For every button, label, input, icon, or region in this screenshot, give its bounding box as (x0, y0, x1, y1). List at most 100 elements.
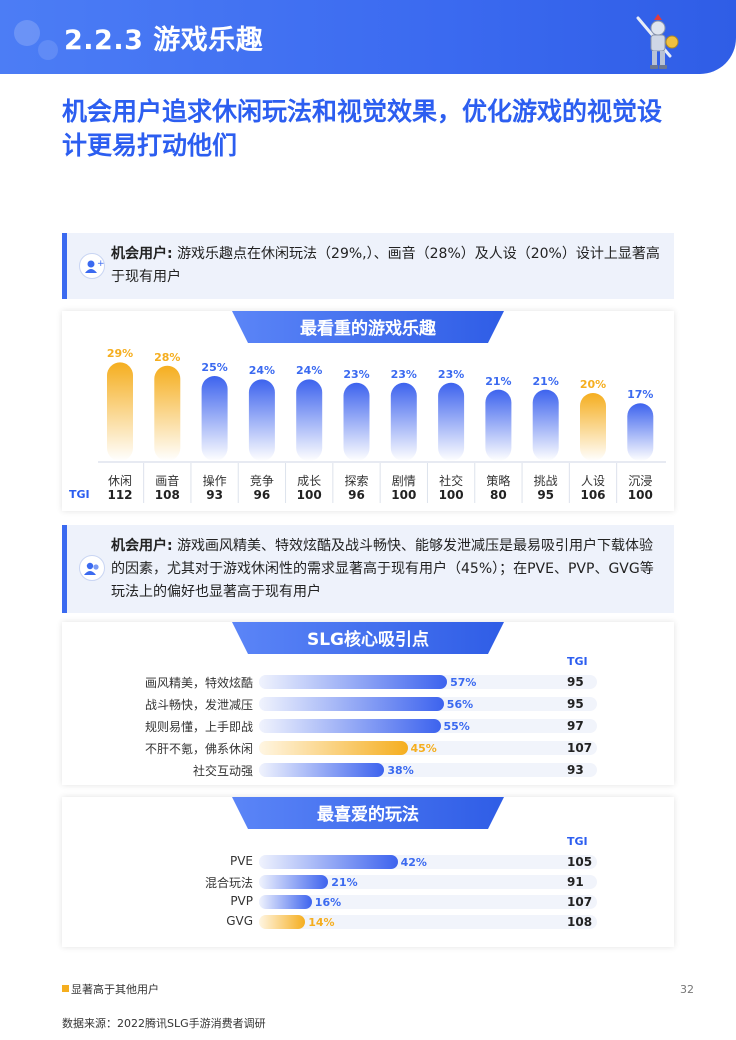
bar (532, 389, 559, 461)
category-label: 成长 (297, 474, 322, 488)
bar (107, 362, 133, 461)
tgi-value: 100 (296, 488, 322, 502)
data-label: 45% (410, 742, 437, 755)
note-label: 机会用户: (111, 538, 173, 554)
user-group-icon (79, 555, 105, 581)
tgi-value: 108 (567, 915, 593, 929)
decorative-circle (38, 40, 58, 60)
data-label: 42% (400, 856, 427, 869)
tgi-value: 106 (580, 488, 606, 502)
category-label: 不肝不氪，佛系休闲 (144, 742, 253, 756)
bar (259, 719, 441, 733)
chart-card-core-appeal: SLG核心吸引点 TGI 画风精美，特效炫酷 57% 95 战斗畅快，发泄减压 56% 9… (62, 622, 674, 785)
user-plus-icon: + (79, 253, 105, 279)
category-label: 竞争 (249, 474, 274, 488)
decorative-circle (14, 20, 40, 46)
bar (259, 875, 329, 889)
bar-track (259, 895, 597, 909)
tgi-value: 108 (154, 488, 180, 502)
chart-title: 最喜爱的玩法 (317, 805, 419, 825)
tgi-value: 91 (567, 875, 584, 889)
bar (343, 382, 370, 461)
note-text: 游戏画风精美、特效炫酷及战斗畅快、能够发泄减压是最易吸引用户下载体验的因素，尤其… (111, 538, 654, 600)
data-label: 16% (314, 896, 342, 909)
bar (259, 763, 385, 777)
tgi-value: 95 (567, 697, 584, 711)
category-label: 画音 (155, 474, 180, 488)
bar (390, 382, 417, 461)
data-label: 28% (154, 350, 181, 364)
category-label: 沉浸 (628, 474, 653, 488)
tgi-header: TGI (69, 488, 90, 501)
tgi-value: 100 (391, 488, 417, 502)
tgi-value: 96 (348, 488, 365, 502)
category-label: 策略 (486, 474, 511, 488)
insight-note: 机会用户: 游戏画风精美、特效炫酷及战斗畅快、能够发泄减压是最易吸引用户下载体验… (62, 525, 674, 613)
category-label: 休闲 (107, 474, 132, 488)
bar (154, 365, 181, 461)
bar (259, 741, 408, 755)
data-label: 25% (201, 361, 228, 374)
category-label: 画风精美，特效炫酷 (144, 676, 253, 690)
ribbon-banner (232, 797, 504, 829)
page-number: 32 (680, 983, 694, 996)
data-label: 24% (296, 364, 323, 378)
bar (259, 855, 398, 869)
tgi-value: 93 (567, 763, 584, 777)
bar-track (259, 915, 597, 929)
category-label: PVE (229, 854, 253, 868)
bar (438, 382, 465, 461)
category-label: PVP (230, 894, 253, 908)
tgi-value: 80 (490, 488, 507, 502)
category-label: 社交 (439, 474, 464, 488)
category-label: 混合玩法 (204, 876, 253, 890)
page-header: 2.2.3 游戏乐趣 (0, 0, 736, 74)
bar (259, 895, 312, 909)
tgi-header: TGI (567, 835, 588, 848)
data-label: 23% (343, 367, 370, 381)
svg-text:+: + (97, 259, 105, 269)
vertical-bar-chart (98, 362, 666, 503)
data-label: 38% (387, 764, 414, 777)
data-label: 29% (106, 347, 134, 361)
chart-card-fun-factors: 最看重的游戏乐趣 29% 休闲 112 28% 画音 108 25% 操作 93 24% 竞争 96 2… (62, 311, 674, 511)
bar (259, 675, 448, 689)
data-label: 14% (308, 916, 335, 929)
category-label: 战斗畅快，发泄减压 (144, 698, 253, 712)
category-label: 规则易懂，上手即战 (144, 720, 253, 734)
insight-note: + 机会用户: 游戏乐趣点在休闲玩法（29%,）、画音（28%）及人设（20%）… (62, 233, 674, 299)
knight-mascot-icon (636, 14, 679, 69)
tgi-header: TGI (567, 655, 588, 668)
data-label: 56% (446, 698, 474, 711)
data-label: 20% (579, 378, 607, 391)
bar (259, 915, 306, 929)
tgi-value: 100 (438, 488, 464, 502)
bar (627, 403, 654, 461)
category-label: 操作 (202, 474, 227, 488)
legend: 显著高于其他用户 (62, 981, 159, 997)
tgi-value: 112 (107, 488, 133, 502)
bar (296, 379, 323, 461)
tgi-value: 105 (567, 855, 593, 869)
bar (248, 379, 275, 461)
note-text: 游戏乐趣点在休闲玩法（29%,）、画音（28%）及人设（20%）设计上显著高于现… (111, 246, 660, 285)
data-label: 21% (532, 374, 559, 388)
data-label: 24% (248, 364, 276, 378)
section-title: 2.2.3 游戏乐趣 (64, 25, 264, 56)
chart-title: 最看重的游戏乐趣 (300, 319, 436, 339)
tgi-value: 95 (567, 675, 584, 689)
bar (259, 697, 444, 711)
data-label: 55% (443, 720, 470, 733)
tgi-value: 95 (537, 488, 555, 502)
category-label: GVG (226, 914, 253, 928)
note-label: 机会用户: (111, 246, 173, 262)
tgi-value: 107 (567, 741, 593, 755)
tgi-value: 96 (253, 488, 271, 502)
page-headline: 机会用户追求休闲玩法和视觉效果，优化游戏的视觉设计更易打动他们 (62, 97, 663, 160)
category-label: 人设 (580, 474, 605, 488)
ribbon-banner (232, 622, 504, 654)
data-label: 23% (390, 367, 417, 381)
category-label: 剧情 (391, 474, 416, 488)
category-label: 挑战 (533, 474, 558, 488)
chart-card-favorite-modes: 最喜爱的玩法 TGI PVE 42% 105 混合玩法 21% 91 PVP 16% 107 GV… (62, 797, 674, 947)
